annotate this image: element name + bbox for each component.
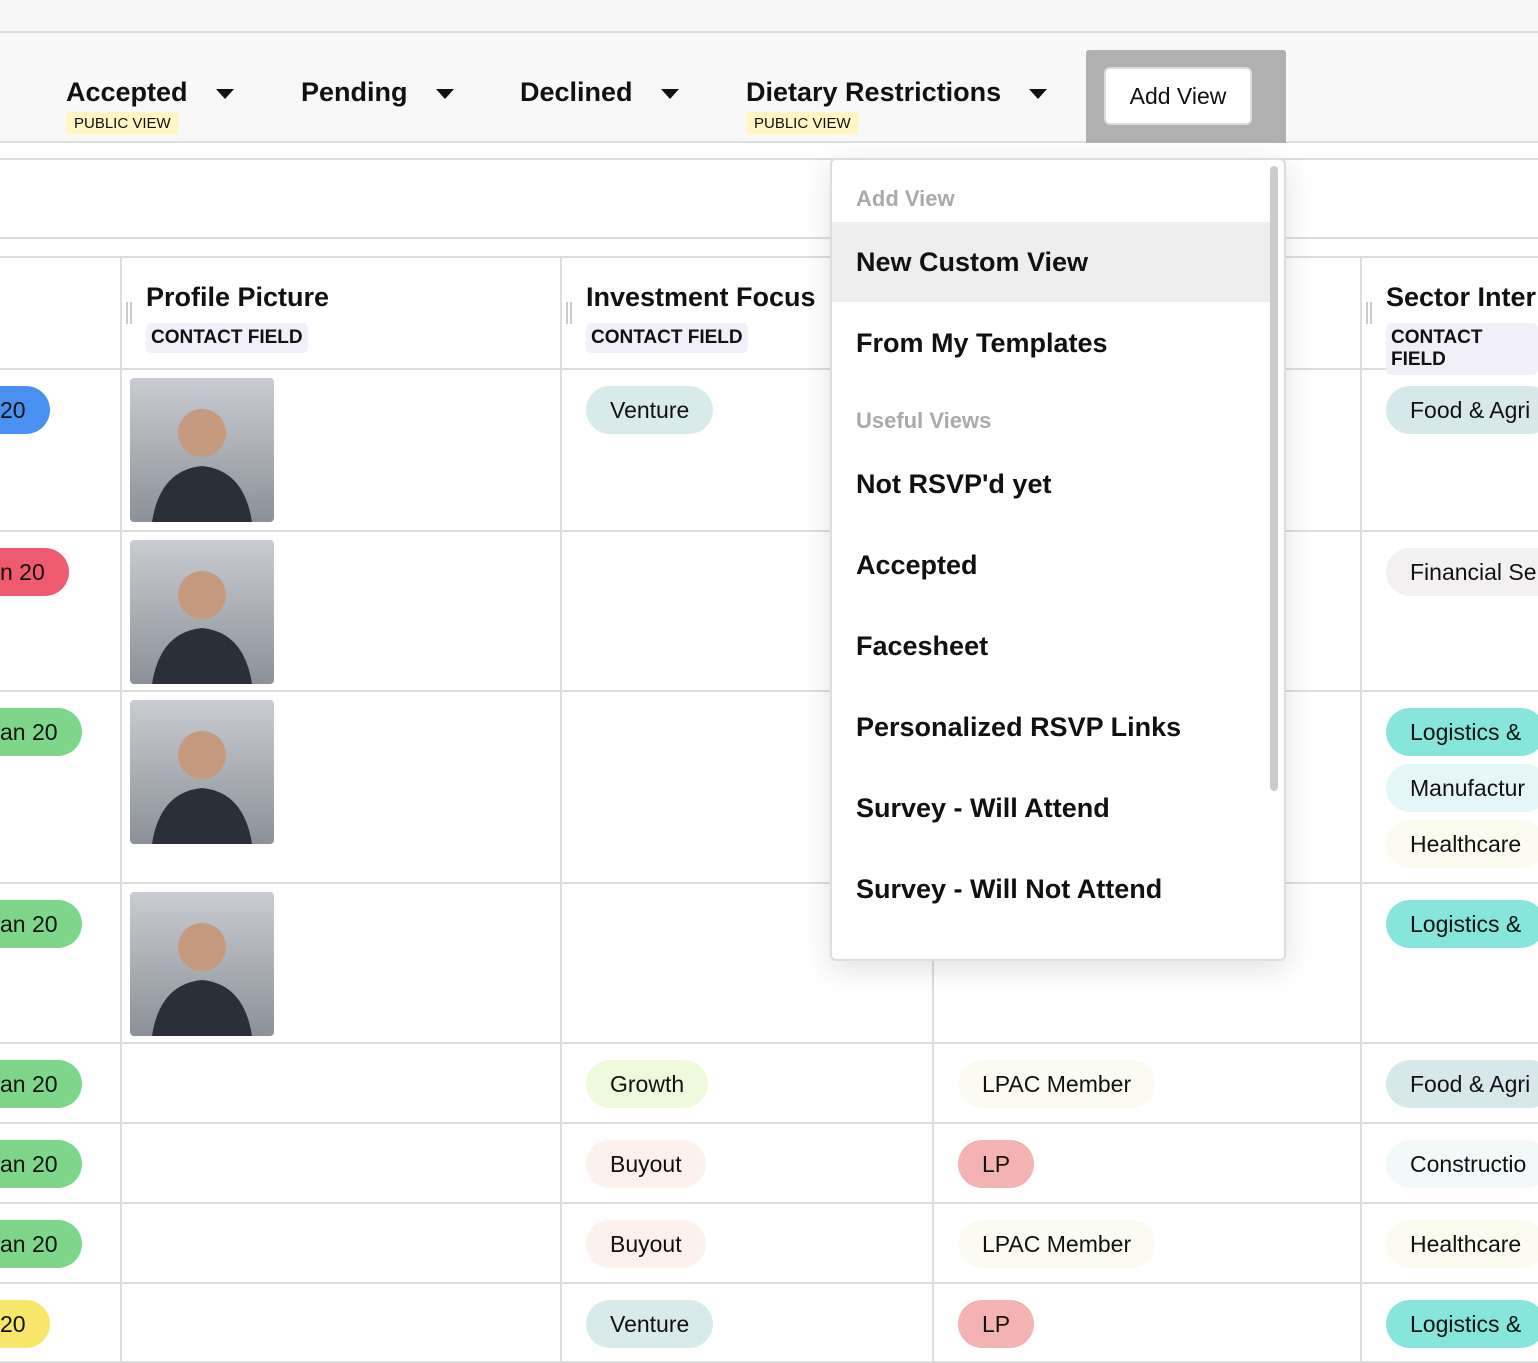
useful-views-section: Useful Views <box>856 408 992 433</box>
column-resize-handle[interactable] <box>1366 302 1372 324</box>
menu-item-useful-view[interactable]: Accepted <box>856 549 978 580</box>
person-avatar-icon <box>152 571 252 684</box>
sector-pill[interactable]: Logistics & <box>1386 900 1538 948</box>
menu-item-new-custom-view[interactable]: New Custom View <box>832 222 1272 302</box>
column-divider <box>120 257 122 1362</box>
row-divider <box>0 1282 1538 1284</box>
tab-accepted[interactable]: Accepted <box>66 77 234 108</box>
contact-field-badge: CONTACT FIELD <box>146 323 308 353</box>
role-pill[interactable]: LP <box>958 1140 1035 1188</box>
row-divider <box>0 1042 1538 1044</box>
tab-label: Accepted <box>66 77 188 107</box>
dropdown-header: Add View <box>856 186 955 211</box>
row-divider <box>0 530 1538 532</box>
sector-pill[interactable]: Manufactur <box>1386 764 1538 812</box>
investment-focus-pill[interactable]: Venture <box>586 386 714 434</box>
contact-field-badge: CONTACT FIELD <box>1386 323 1538 375</box>
profile-photo[interactable] <box>130 892 274 1036</box>
menu-item-useful-view[interactable]: Survey - Will Not Attend <box>856 873 1163 904</box>
public-view-badge: PUBLIC VIEW <box>746 112 859 135</box>
tab-pending[interactable]: Pending <box>301 77 454 108</box>
caret-down-icon[interactable] <box>660 88 679 99</box>
public-view-badge: PUBLIC VIEW <box>66 112 179 135</box>
tab-label: Dietary Restrictions <box>746 77 1002 107</box>
row-divider <box>0 882 1538 884</box>
tab-declined[interactable]: Declined <box>520 77 679 108</box>
tab-label: Pending <box>301 77 408 107</box>
add-view-button[interactable]: Add View <box>1104 67 1252 125</box>
dropdown-scrollbar[interactable] <box>1270 166 1278 791</box>
date-pill[interactable]: an 20 <box>0 900 82 948</box>
row-divider <box>0 1202 1538 1204</box>
tab-dietary-restrictions[interactable]: Dietary Restrictions <box>746 77 1048 108</box>
sector-pill[interactable]: Food & Agri <box>1386 1060 1538 1108</box>
menu-item-useful-view[interactable]: 2024 G <box>832 930 1272 960</box>
column-divider <box>1360 257 1362 1362</box>
row-divider <box>0 690 1538 692</box>
contact-field-badge: CONTACT FIELD <box>586 323 748 353</box>
person-avatar-icon <box>152 731 252 844</box>
divider <box>0 237 1538 239</box>
profile-photo[interactable] <box>130 700 274 844</box>
sector-pill[interactable]: Logistics & <box>1386 708 1538 756</box>
add-view-dropdown: Add View New Custom View From My Templat… <box>830 158 1286 961</box>
menu-item-useful-view[interactable]: Facesheet <box>856 630 989 661</box>
column-divider <box>560 257 562 1362</box>
role-pill[interactable]: LP <box>958 1300 1035 1348</box>
investment-focus-pill[interactable]: Venture <box>586 1300 714 1348</box>
date-pill[interactable]: 20 <box>0 1300 50 1348</box>
caret-down-icon[interactable] <box>435 88 454 99</box>
caret-down-icon[interactable] <box>215 88 234 99</box>
view-tab-bar: Accepted PUBLIC VIEW Pending Declined Di… <box>0 33 1538 143</box>
column-header[interactable]: Sector Inter <box>1386 282 1537 312</box>
investment-focus-pill[interactable]: Growth <box>586 1060 709 1108</box>
column-header[interactable]: Investment Focus <box>586 282 816 312</box>
person-avatar-icon <box>152 409 252 522</box>
top-band <box>0 0 1538 33</box>
date-pill[interactable]: an 20 <box>0 1060 82 1108</box>
add-view-tab: Add View <box>1086 50 1286 143</box>
divider <box>0 158 1538 160</box>
profile-photo[interactable] <box>130 378 274 522</box>
sector-pill[interactable]: Constructio <box>1386 1140 1538 1188</box>
menu-item-useful-view[interactable]: Survey - Will Attend <box>856 792 1110 823</box>
sector-pill[interactable]: Logistics & <box>1386 1300 1538 1348</box>
caret-down-icon[interactable] <box>1029 88 1048 99</box>
date-pill[interactable]: 20 <box>0 386 50 434</box>
sector-pill[interactable]: Healthcare <box>1386 820 1538 868</box>
menu-item-useful-view[interactable]: Not RSVP'd yet <box>856 468 1052 499</box>
divider <box>0 256 1538 258</box>
date-pill[interactable]: n 20 <box>0 548 69 596</box>
column-resize-handle[interactable] <box>126 302 132 324</box>
date-pill[interactable]: an 20 <box>0 708 82 756</box>
column-resize-handle[interactable] <box>566 302 572 324</box>
sector-pill[interactable]: Financial Se <box>1386 548 1538 596</box>
role-pill[interactable]: LPAC Member <box>958 1220 1156 1268</box>
profile-photo[interactable] <box>130 540 274 684</box>
date-pill[interactable]: an 20 <box>0 1140 82 1188</box>
tab-label: Declined <box>520 77 633 107</box>
row-divider <box>0 368 1538 370</box>
menu-item-from-my-templates[interactable]: From My Templates <box>856 327 1108 358</box>
investment-focus-pill[interactable]: Buyout <box>586 1140 706 1188</box>
menu-item-useful-view[interactable]: Personalized RSVP Links <box>856 711 1182 742</box>
date-pill[interactable]: an 20 <box>0 1220 82 1268</box>
investment-focus-pill[interactable]: Buyout <box>586 1220 706 1268</box>
row-divider <box>0 1122 1538 1124</box>
sector-pill[interactable]: Healthcare <box>1386 1220 1538 1268</box>
role-pill[interactable]: LPAC Member <box>958 1060 1156 1108</box>
sector-pill[interactable]: Food & Agri <box>1386 386 1538 434</box>
person-avatar-icon <box>152 923 252 1036</box>
column-header[interactable]: Profile Picture <box>146 282 330 312</box>
